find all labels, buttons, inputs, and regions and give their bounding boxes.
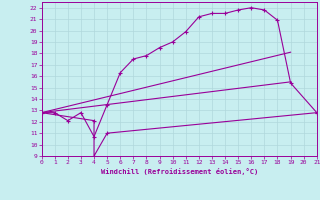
X-axis label: Windchill (Refroidissement éolien,°C): Windchill (Refroidissement éolien,°C) xyxy=(100,168,258,175)
